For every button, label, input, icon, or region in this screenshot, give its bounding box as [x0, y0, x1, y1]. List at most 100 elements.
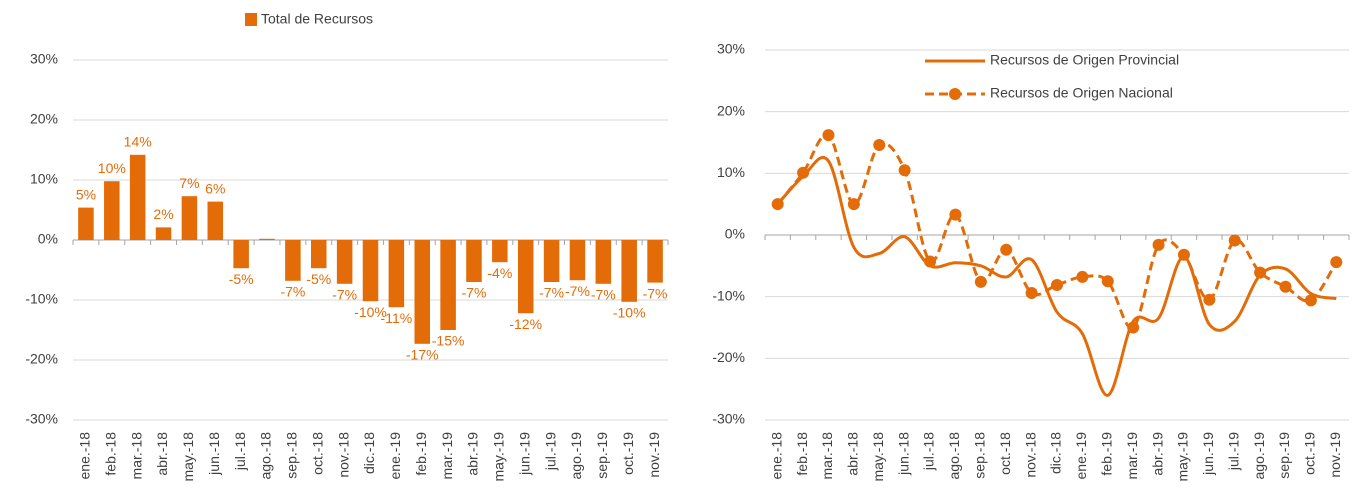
x-tick-label: ene.-18 [768, 432, 784, 480]
value-label: -7% [539, 285, 564, 301]
bar [517, 240, 534, 314]
value-label: 5% [76, 186, 96, 202]
value-label: -7% [565, 283, 590, 299]
marker [949, 208, 962, 221]
x-tick-label: oct.-19 [620, 432, 636, 475]
x-tick-label: jun.-19 [516, 432, 532, 476]
marker [1330, 256, 1343, 269]
bar [181, 196, 198, 240]
marker [1127, 321, 1140, 334]
x-tick-label: oct.-19 [1302, 432, 1318, 475]
x-tick-label: sep.-19 [1276, 432, 1292, 479]
marker [1177, 248, 1190, 261]
y-tick-label: 10% [30, 171, 58, 187]
marker [1076, 270, 1089, 283]
value-label: -7% [280, 284, 305, 300]
value-label: -5% [229, 271, 254, 287]
x-tick-label: nov.-19 [646, 432, 662, 478]
value-label: 2% [153, 206, 173, 222]
legend-label: Total de Recursos [261, 11, 373, 27]
x-tick-label: mar.-19 [1124, 432, 1140, 480]
x-tick-label: mar.-18 [819, 432, 835, 480]
x-tick-label: jul.-18 [232, 432, 248, 471]
y-tick-label: 0% [38, 231, 58, 247]
legend-marker [949, 88, 961, 100]
bar [259, 238, 275, 240]
y-tick-label: -20% [712, 349, 745, 365]
x-tick-label: may.-19 [491, 432, 507, 482]
value-label: -11% [381, 310, 413, 326]
y-tick-label: 20% [30, 111, 58, 127]
y-tick-label: 30% [30, 51, 58, 67]
bar [155, 227, 172, 240]
marker [1000, 243, 1013, 256]
x-tick-label: jun.-19 [1200, 432, 1216, 476]
line-series [776, 133, 1338, 330]
x-tick-label: sep.-19 [594, 432, 610, 479]
bar [414, 240, 430, 344]
marker [847, 198, 860, 211]
y-tick-label: -10% [712, 287, 745, 303]
marker [873, 138, 886, 151]
marker [771, 198, 784, 211]
x-tick-label: ene.-18 [77, 432, 93, 480]
legend: Total de Recursos Recursos de Origen Pro… [245, 11, 1179, 101]
marker [1304, 294, 1317, 307]
bar [362, 240, 379, 302]
marker [1051, 278, 1063, 291]
x-tick-label: abr.-19 [465, 432, 481, 476]
y-tick-label: -30% [25, 411, 58, 427]
x-tick-label: abr.-18 [154, 432, 170, 476]
marker [1101, 275, 1114, 288]
x-tick-label: ago.-19 [1251, 432, 1267, 480]
value-label: -17% [406, 347, 439, 363]
marker [797, 166, 810, 179]
marker [1228, 234, 1241, 247]
bar [207, 201, 224, 240]
value-label: 14% [124, 134, 152, 150]
x-tick-label: oct.-18 [997, 432, 1013, 475]
value-label: 10% [98, 160, 126, 176]
bar [595, 240, 612, 284]
bar [78, 207, 94, 240]
x-tick-label: jun.-18 [206, 432, 222, 476]
x-tick-label: feb.-18 [794, 432, 810, 476]
x-tick-label: jul.-19 [1225, 432, 1241, 471]
marker [1203, 293, 1216, 306]
value-label: -7% [332, 287, 357, 303]
bar [129, 154, 146, 240]
x-tick-label: ago.-19 [568, 432, 584, 480]
marker [1279, 280, 1292, 293]
bar [104, 181, 120, 240]
bar [440, 240, 456, 330]
value-label: -4% [487, 265, 512, 281]
x-tick-label: abr.-19 [1149, 432, 1165, 476]
y-tick-label: -20% [25, 351, 58, 367]
x-tick-label: mar.-18 [128, 432, 144, 480]
value-label: -7% [591, 287, 616, 303]
marker [898, 164, 911, 177]
bar [336, 240, 353, 284]
value-label: 6% [205, 180, 225, 196]
x-tick-label: sep.-18 [284, 432, 300, 479]
marker [1254, 266, 1267, 279]
x-tick-label: nov.-18 [335, 432, 351, 478]
marker [1152, 238, 1165, 251]
line-series [776, 155, 1337, 397]
bar [233, 240, 249, 269]
bar [388, 240, 405, 308]
bar [647, 240, 663, 283]
bar [466, 240, 482, 282]
x-tick-label: abr.-18 [845, 432, 861, 476]
value-label: -10% [354, 304, 387, 320]
x-tick-label: may.-19 [1175, 432, 1191, 482]
legend-label: Recursos de Origen Nacional [990, 85, 1173, 101]
marker [974, 275, 987, 288]
x-tick-label: oct.-18 [309, 432, 325, 475]
legend-swatch [245, 13, 257, 26]
y-tick-label: 10% [717, 164, 745, 180]
y-tick-label: -30% [712, 411, 745, 427]
x-tick-label: feb.-19 [1098, 432, 1114, 476]
bar [621, 240, 637, 302]
